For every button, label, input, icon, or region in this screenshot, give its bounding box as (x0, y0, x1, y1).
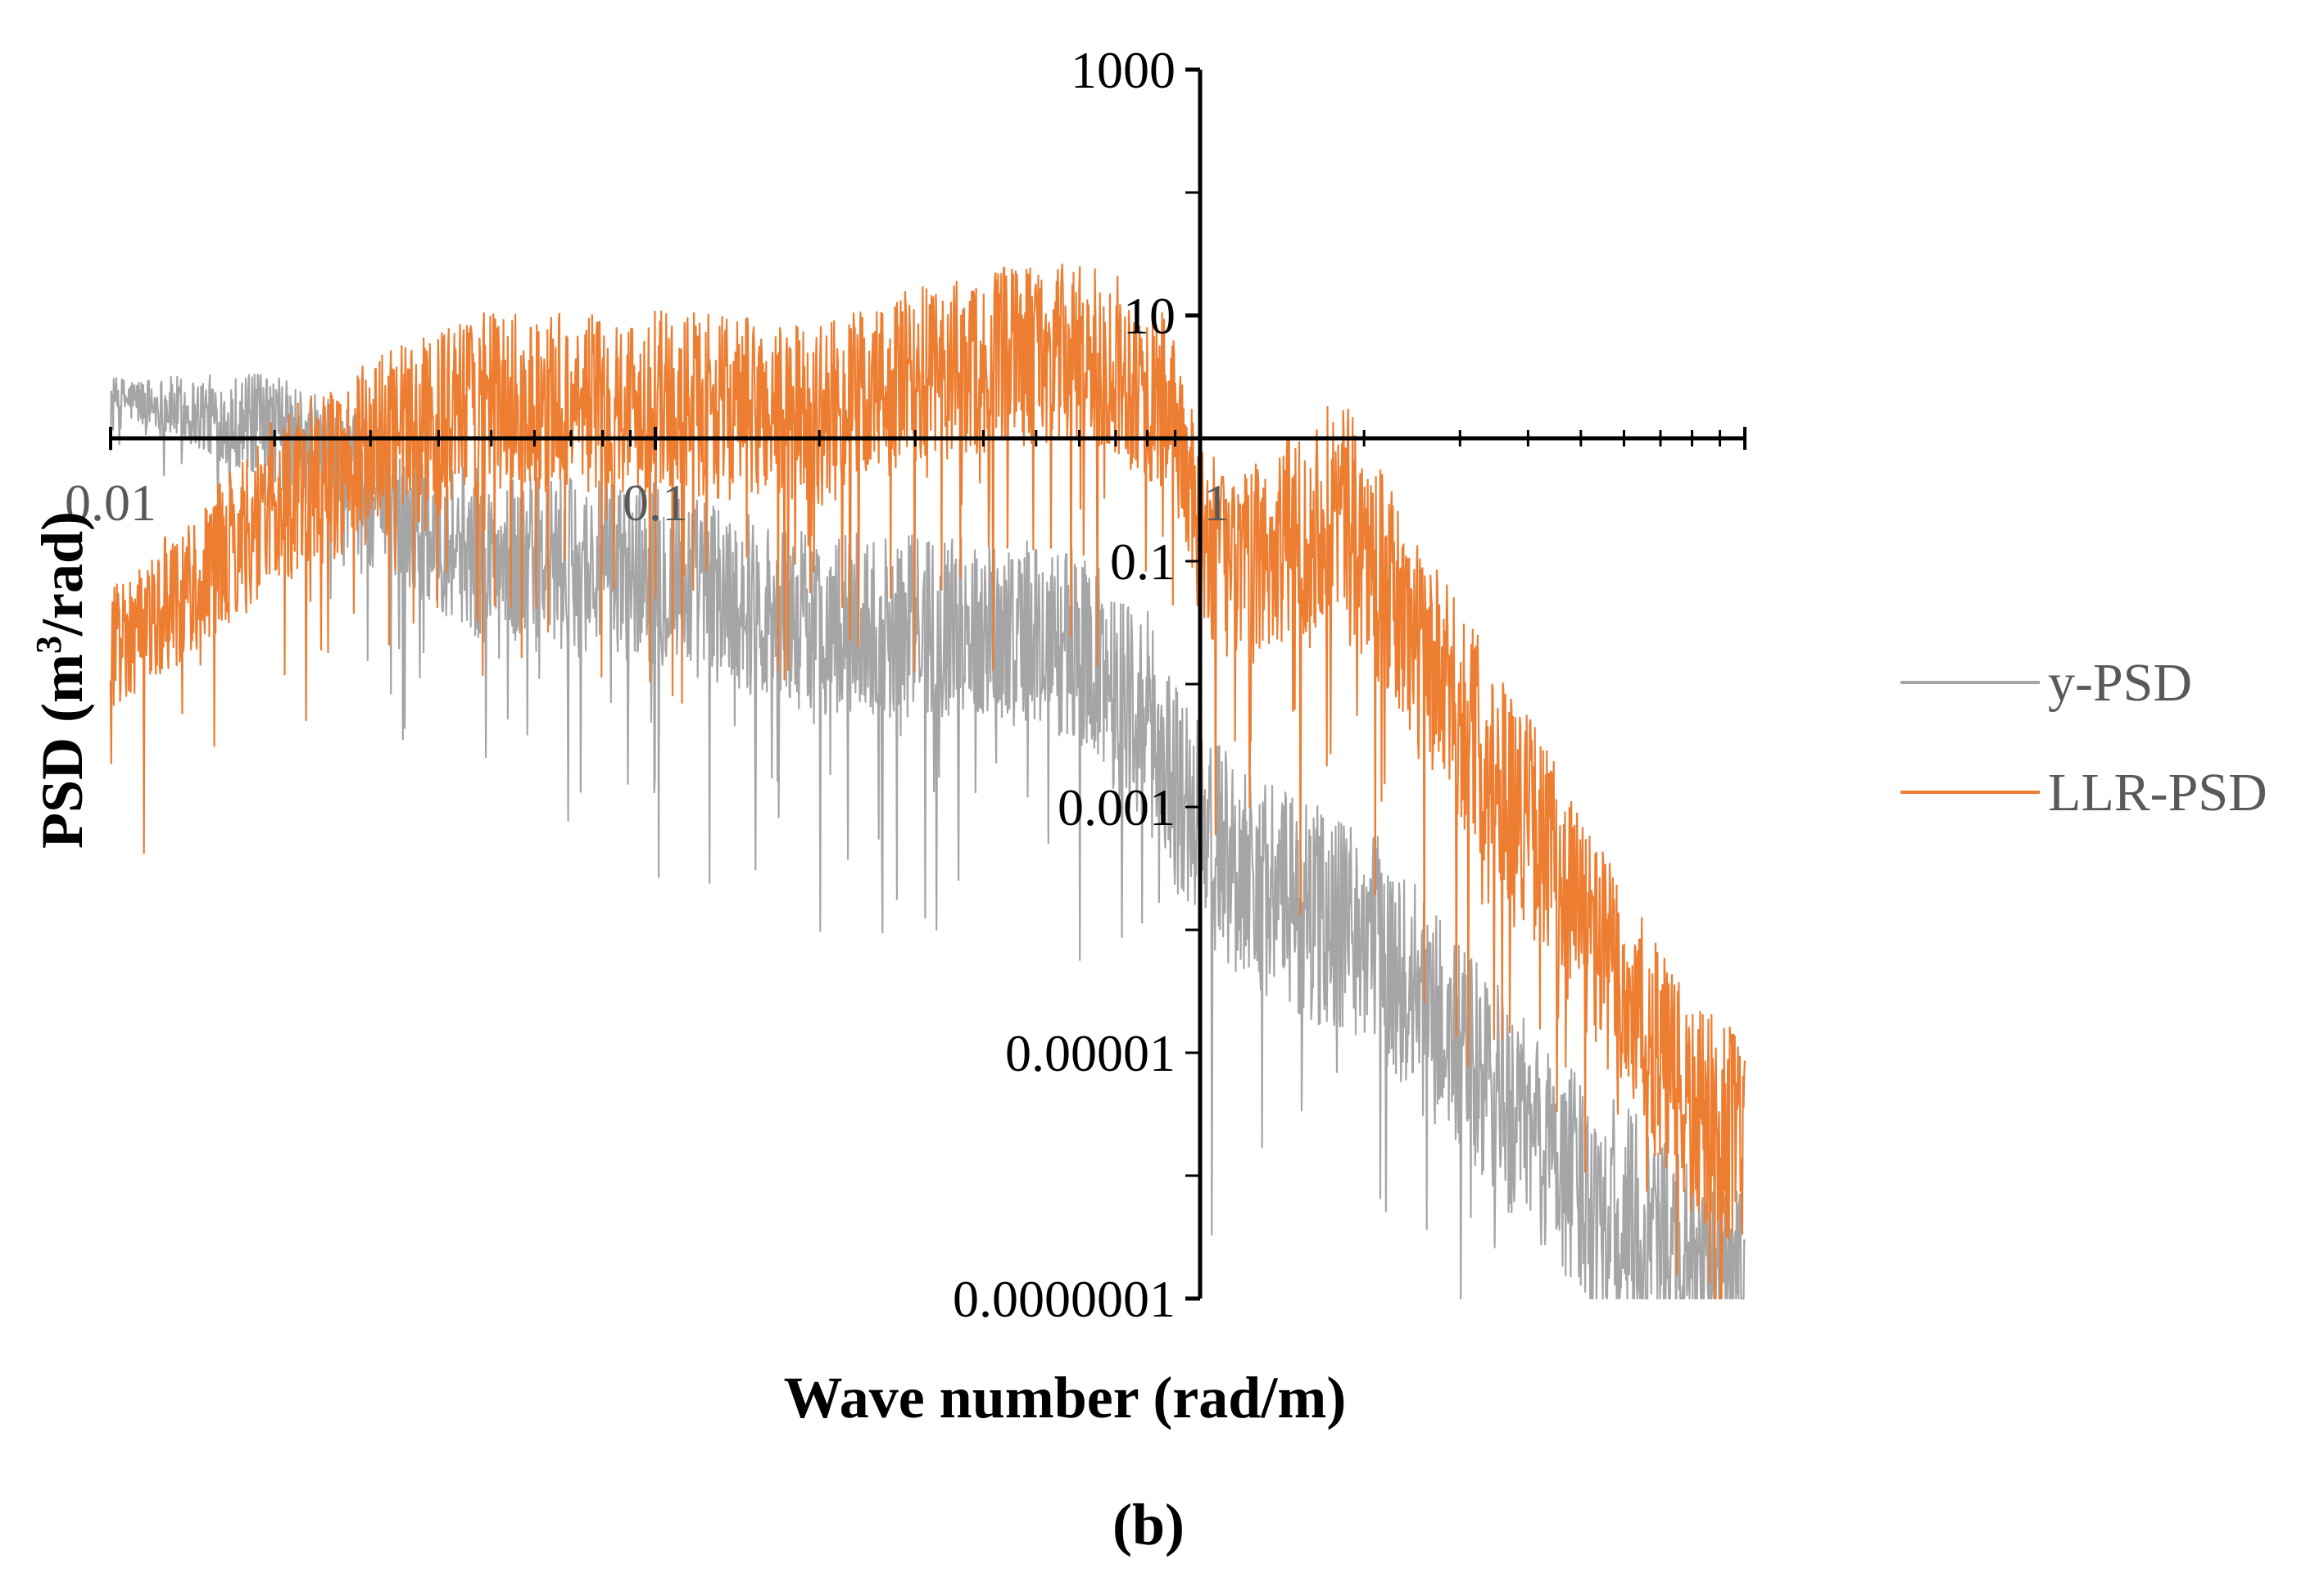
series-y-psd (109, 374, 1746, 1300)
y-axis-title-sup: 3 (29, 636, 69, 654)
legend-label-llr-psd: LLR-PSD (2048, 763, 2267, 823)
y-axis-title-main: PSD (m (29, 654, 95, 849)
y-axis-title: PSD (m3/rad) (29, 511, 95, 849)
series-line-y-psd (109, 374, 1746, 1300)
y-tick-label: 10 (1123, 287, 1176, 345)
panel-label: (b) (1112, 1492, 1185, 1557)
series-line-llr-psd (109, 263, 1746, 1300)
y-tick-label: 0.001 (1058, 778, 1176, 836)
axes-layer (109, 67, 1746, 1301)
x-tick-label: 1 (1203, 474, 1230, 532)
y-tick-label: 0.1 (1110, 533, 1176, 591)
series-layer (109, 263, 1746, 1300)
tick-labels: 0.01 0.1 1 1000 10 0.1 0.001 0.00001 0.0000001 (65, 41, 1230, 1328)
x-tick-label: 0.01 (65, 474, 156, 532)
series-llr-psd (109, 263, 1746, 1300)
x-tick-label: 0.1 (623, 474, 688, 532)
legend: y-PSD LLR-PSD (1900, 653, 2267, 823)
legend-label-y-psd: y-PSD (2048, 653, 2192, 713)
x-axis-title: Wave number (rad/m) (784, 1365, 1347, 1430)
y-tick-label: 0.0000001 (953, 1270, 1176, 1328)
y-tick-label: 0.00001 (1005, 1024, 1176, 1082)
y-axis-title-tail: /rad) (29, 511, 95, 637)
y-tick-label: 1000 (1071, 41, 1176, 99)
